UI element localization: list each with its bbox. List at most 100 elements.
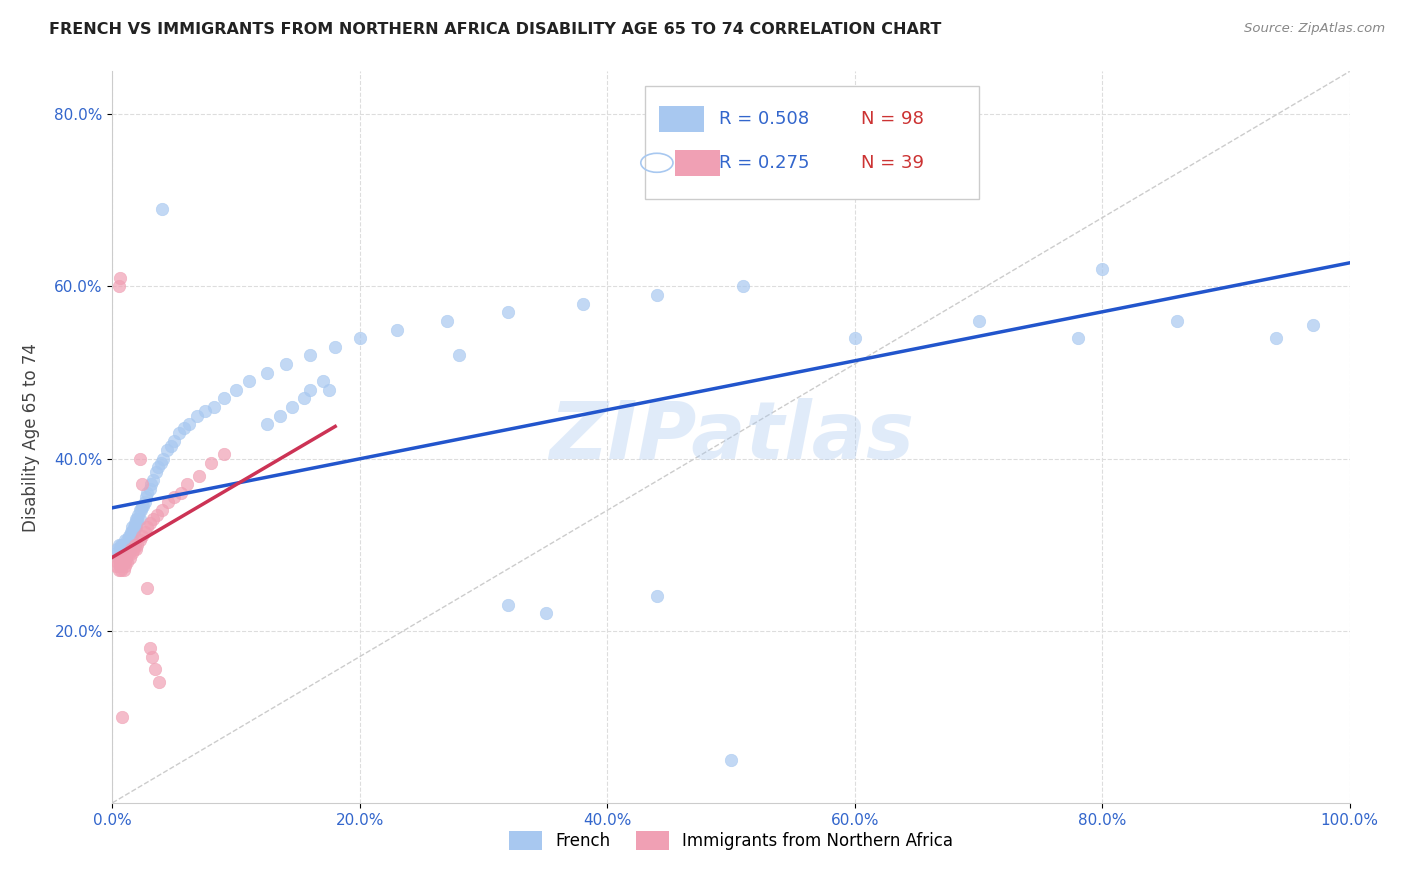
- Point: [115, 538, 138, 552]
- Point: [117, 541, 139, 556]
- Point: [114, 559, 136, 574]
- FancyBboxPatch shape: [644, 86, 979, 200]
- Point: [134, 494, 156, 508]
- Point: [323, 340, 346, 354]
- Y-axis label: Disability Age 65 to 74: Disability Age 65 to 74: [22, 343, 41, 532]
- Point: [121, 546, 143, 560]
- Point: [124, 520, 146, 534]
- Point: [733, 279, 755, 293]
- Point: [127, 538, 149, 552]
- Text: R = 0.275: R = 0.275: [718, 153, 810, 172]
- Point: [121, 520, 143, 534]
- Point: [173, 421, 195, 435]
- Point: [108, 541, 131, 556]
- Point: [136, 520, 159, 534]
- Point: [212, 447, 235, 461]
- Point: [194, 404, 217, 418]
- Point: [312, 374, 335, 388]
- Point: [115, 541, 138, 556]
- Point: [436, 314, 458, 328]
- Point: [129, 503, 152, 517]
- Point: [108, 271, 131, 285]
- Point: [125, 520, 148, 534]
- Point: [117, 555, 139, 569]
- Point: [122, 524, 145, 539]
- Point: [107, 550, 129, 565]
- Text: Source: ZipAtlas.com: Source: ZipAtlas.com: [1244, 22, 1385, 36]
- Point: [318, 383, 340, 397]
- Point: [128, 451, 150, 466]
- Point: [108, 555, 131, 569]
- Point: [110, 538, 132, 552]
- Point: [152, 451, 174, 466]
- Point: [145, 465, 167, 479]
- Point: [107, 550, 129, 565]
- Point: [122, 541, 145, 556]
- Point: [107, 564, 129, 578]
- Point: [117, 546, 139, 560]
- Point: [114, 550, 136, 565]
- Point: [117, 546, 139, 560]
- Point: [225, 383, 247, 397]
- Point: [138, 516, 160, 530]
- Point: [112, 550, 135, 565]
- Point: [131, 499, 153, 513]
- Point: [108, 555, 131, 569]
- Point: [349, 331, 371, 345]
- Text: FRENCH VS IMMIGRANTS FROM NORTHERN AFRICA DISABILITY AGE 65 TO 74 CORRELATION CH: FRENCH VS IMMIGRANTS FROM NORTHERN AFRIC…: [49, 22, 942, 37]
- Point: [107, 538, 129, 552]
- Point: [118, 541, 141, 556]
- Point: [110, 564, 132, 578]
- Point: [720, 753, 742, 767]
- Point: [110, 550, 132, 565]
- Text: N = 98: N = 98: [860, 110, 924, 128]
- Point: [131, 529, 153, 543]
- Point: [169, 486, 191, 500]
- Point: [179, 417, 201, 432]
- Point: [256, 366, 278, 380]
- Point: [124, 516, 146, 530]
- Point: [128, 512, 150, 526]
- Point: [143, 662, 166, 676]
- Point: [132, 499, 155, 513]
- Point: [117, 538, 139, 552]
- Point: [844, 331, 866, 345]
- Point: [967, 314, 990, 328]
- Point: [107, 279, 129, 293]
- Point: [115, 550, 138, 565]
- Point: [134, 524, 156, 539]
- Point: [118, 550, 141, 565]
- Point: [112, 538, 135, 552]
- Point: [111, 559, 134, 574]
- Point: [114, 541, 136, 556]
- Point: [112, 541, 135, 556]
- Point: [186, 409, 208, 423]
- Point: [135, 491, 157, 505]
- Point: [108, 559, 131, 574]
- Point: [120, 541, 142, 556]
- Point: [114, 533, 136, 548]
- Point: [274, 357, 297, 371]
- Point: [108, 559, 131, 574]
- Point: [122, 520, 145, 534]
- Point: [120, 533, 142, 548]
- Point: [447, 348, 470, 362]
- Text: N = 39: N = 39: [860, 153, 924, 172]
- Point: [138, 640, 160, 655]
- Point: [212, 392, 235, 406]
- Point: [142, 512, 165, 526]
- Point: [571, 296, 593, 310]
- Point: [112, 546, 135, 560]
- Point: [117, 533, 139, 548]
- Point: [124, 538, 146, 552]
- Point: [110, 546, 132, 560]
- Point: [120, 529, 142, 543]
- Point: [1166, 314, 1188, 328]
- Point: [645, 589, 668, 603]
- Point: [111, 555, 134, 569]
- Point: [114, 538, 136, 552]
- Point: [139, 477, 162, 491]
- Point: [111, 710, 134, 724]
- Point: [112, 564, 135, 578]
- Point: [125, 512, 148, 526]
